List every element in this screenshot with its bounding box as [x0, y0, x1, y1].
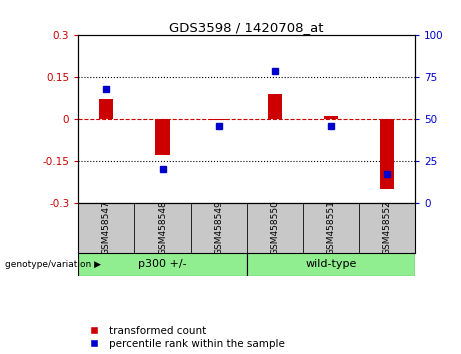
Bar	[359, 202, 415, 253]
Bar	[190, 202, 247, 253]
Bar	[78, 253, 247, 276]
Bar	[155, 119, 170, 155]
Text: GSM458550: GSM458550	[270, 200, 279, 255]
Bar	[324, 116, 338, 119]
Bar	[247, 202, 303, 253]
Bar	[303, 202, 359, 253]
Text: genotype/variation ▶: genotype/variation ▶	[5, 260, 100, 269]
Bar	[380, 119, 394, 189]
Bar	[100, 99, 113, 119]
Bar	[268, 94, 282, 119]
Text: GSM458548: GSM458548	[158, 200, 167, 255]
Text: GSM458552: GSM458552	[382, 200, 391, 255]
Bar	[212, 119, 225, 120]
Text: GSM458551: GSM458551	[326, 200, 335, 255]
Bar	[78, 202, 135, 253]
Text: GSM458547: GSM458547	[102, 200, 111, 255]
Bar	[247, 253, 415, 276]
Text: p300 +/-: p300 +/-	[138, 259, 187, 269]
Legend: transformed count, percentile rank within the sample: transformed count, percentile rank withi…	[83, 326, 284, 349]
Text: GSM458549: GSM458549	[214, 200, 223, 255]
Text: wild-type: wild-type	[305, 259, 356, 269]
Title: GDS3598 / 1420708_at: GDS3598 / 1420708_at	[169, 21, 324, 34]
Bar	[135, 202, 190, 253]
